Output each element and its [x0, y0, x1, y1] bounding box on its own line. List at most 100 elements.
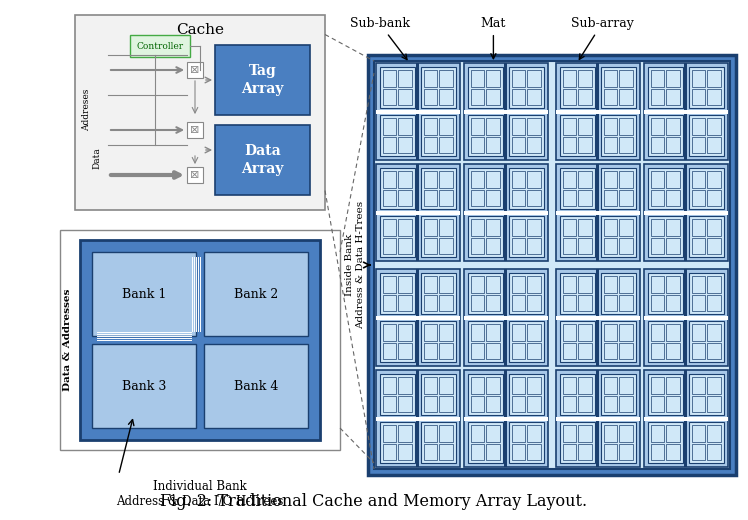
Bar — [651, 377, 664, 394]
Bar — [440, 118, 453, 135]
Bar — [684, 164, 687, 261]
Bar — [424, 276, 438, 293]
Bar — [708, 294, 721, 311]
Text: Data & Addresses: Data & Addresses — [64, 289, 73, 391]
Bar — [560, 374, 595, 415]
Bar — [684, 269, 687, 366]
Bar — [604, 276, 618, 293]
Bar — [578, 137, 592, 153]
Bar — [471, 118, 485, 135]
Bar — [471, 343, 485, 359]
Bar — [486, 444, 500, 460]
Bar — [666, 324, 680, 341]
Bar — [424, 189, 438, 206]
Bar — [563, 324, 577, 341]
Bar — [204, 252, 308, 336]
Bar — [421, 216, 456, 257]
Bar — [601, 115, 636, 156]
Bar — [464, 269, 548, 366]
Bar — [604, 444, 618, 460]
Bar — [399, 444, 412, 460]
Bar — [689, 273, 724, 314]
Bar — [468, 273, 503, 314]
Bar — [440, 276, 453, 293]
Bar — [421, 273, 456, 314]
Bar — [689, 374, 724, 415]
Bar — [380, 422, 415, 463]
Bar — [399, 137, 412, 153]
Bar — [619, 219, 633, 236]
Bar — [692, 219, 705, 236]
Bar — [601, 374, 636, 415]
Bar — [468, 422, 503, 463]
Bar — [471, 324, 485, 341]
Bar — [486, 137, 500, 153]
Bar — [648, 67, 683, 108]
Bar — [374, 61, 730, 469]
Bar — [512, 171, 526, 188]
Bar — [399, 324, 412, 341]
Bar — [424, 343, 438, 359]
Bar — [644, 269, 728, 366]
Text: Data: Data — [93, 147, 102, 169]
Bar — [399, 88, 412, 105]
Bar — [424, 219, 438, 236]
Bar — [486, 396, 500, 412]
Bar — [604, 219, 618, 236]
Bar — [651, 396, 664, 412]
Bar — [512, 276, 526, 293]
Bar — [421, 422, 456, 463]
Bar — [440, 171, 453, 188]
Bar — [512, 88, 526, 105]
Bar — [692, 118, 705, 135]
Bar — [692, 377, 705, 394]
Bar — [440, 88, 453, 105]
Bar — [383, 238, 396, 254]
Bar — [380, 115, 415, 156]
Bar — [666, 70, 680, 86]
Bar — [556, 417, 640, 421]
Bar — [651, 444, 664, 460]
Bar — [421, 115, 456, 156]
Text: Bank 2: Bank 2 — [234, 288, 278, 301]
Bar — [527, 396, 541, 412]
Bar — [468, 67, 503, 108]
Bar — [708, 189, 721, 206]
Bar — [440, 444, 453, 460]
Bar — [464, 164, 548, 261]
Bar — [692, 294, 705, 311]
Bar — [708, 88, 721, 105]
Bar — [619, 238, 633, 254]
Bar — [708, 276, 721, 293]
Bar — [383, 70, 396, 86]
Bar — [471, 396, 485, 412]
Bar — [509, 216, 544, 257]
Bar — [596, 370, 599, 467]
Bar — [692, 425, 705, 441]
Bar — [383, 324, 396, 341]
Bar — [578, 171, 592, 188]
Bar — [383, 294, 396, 311]
Bar — [421, 67, 456, 108]
Bar — [424, 238, 438, 254]
Bar — [383, 118, 396, 135]
Bar — [692, 189, 705, 206]
Bar — [708, 425, 721, 441]
Bar — [468, 115, 503, 156]
Bar — [604, 171, 618, 188]
Bar — [421, 374, 456, 415]
Bar — [486, 219, 500, 236]
Bar — [417, 269, 420, 366]
Bar — [509, 115, 544, 156]
Bar — [368, 55, 736, 475]
Bar — [376, 63, 460, 160]
Bar — [560, 115, 595, 156]
Bar — [692, 171, 705, 188]
Bar — [399, 276, 412, 293]
Bar — [708, 171, 721, 188]
Bar — [692, 396, 705, 412]
Bar — [399, 118, 412, 135]
Bar — [604, 396, 618, 412]
Bar — [689, 67, 724, 108]
Bar — [708, 396, 721, 412]
